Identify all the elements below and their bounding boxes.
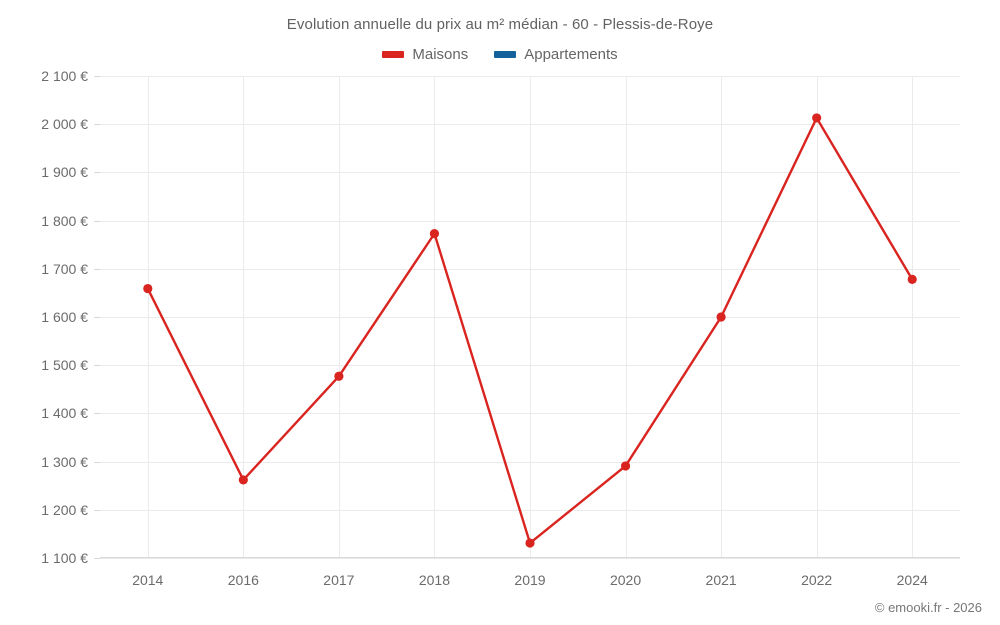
- y-axis-tick-label: 1 900 €: [41, 164, 88, 181]
- y-axis-tick-mark: [94, 365, 100, 367]
- data-point[interactable]: [429, 229, 440, 239]
- x-axis-tick-label: 2016: [227, 572, 259, 588]
- legend-swatch-maisons-icon: [382, 51, 405, 58]
- gridline-vertical: [338, 76, 340, 558]
- y-axis-tick-label: 1 100 €: [41, 550, 88, 566]
- data-point[interactable]: [812, 113, 822, 123]
- gridline-horizontal: [100, 558, 960, 559]
- series-lines: [143, 113, 917, 548]
- y-axis-tick-label: 1 200 €: [41, 501, 88, 518]
- gridline-vertical: [912, 76, 914, 558]
- gridline-vertical: [147, 76, 149, 558]
- y-axis-tick-label: 1 800 €: [41, 212, 88, 229]
- gridline-vertical: [816, 76, 818, 558]
- legend-item-appartements[interactable]: Appartements: [494, 46, 618, 63]
- y-axis-tick-mark: [94, 461, 100, 463]
- legend-item-maisons[interactable]: Maisons: [382, 46, 468, 63]
- y-axis-tick-mark: [94, 76, 100, 77]
- x-axis-tick-label: 2014: [132, 572, 164, 588]
- x-axis-tick-label: 2019: [514, 572, 546, 588]
- y-axis-tick-mark: [94, 172, 100, 174]
- data-point[interactable]: [907, 274, 917, 285]
- plot-area: [100, 76, 960, 559]
- legend-swatch-appartements-icon: [494, 51, 517, 58]
- legend-label-appartements: Appartements: [524, 46, 618, 63]
- chart-credit: © emooki.fr - 2026: [874, 600, 982, 615]
- x-axis-line: [100, 557, 960, 558]
- data-point[interactable]: [334, 371, 344, 381]
- y-axis-tick-mark: [94, 558, 100, 559]
- y-axis-tick-label: 1 600 €: [41, 309, 88, 325]
- x-axis-tick-label: 2022: [801, 572, 833, 588]
- y-axis-tick-mark: [94, 124, 100, 126]
- gridline-vertical: [530, 76, 531, 558]
- data-point[interactable]: [238, 475, 248, 485]
- y-axis-tick-label: 2 100 €: [41, 68, 88, 84]
- gridline-vertical: [625, 76, 627, 558]
- y-axis-tick-label: 1 700 €: [41, 260, 88, 277]
- y-axis-tick-label: 1 400 €: [41, 405, 88, 422]
- data-point[interactable]: [716, 312, 726, 322]
- y-axis-tick-label: 2 000 €: [41, 116, 88, 133]
- y-axis-tick-mark: [94, 413, 100, 415]
- x-axis-tick-label: 2021: [705, 572, 737, 588]
- x-axis-tick-label: 2020: [609, 572, 642, 588]
- y-axis-tick-mark: [94, 317, 100, 318]
- gridline-vertical: [434, 76, 436, 558]
- series-line-maisons: [146, 116, 914, 545]
- y-axis-tick-mark: [94, 268, 100, 270]
- x-axis-tick-label: 2018: [418, 572, 451, 588]
- x-axis-tick-label: 2017: [323, 572, 355, 588]
- chart-title: Evolution annuelle du prix au m² médian …: [286, 16, 714, 33]
- legend-label-maisons: Maisons: [412, 46, 469, 63]
- data-point[interactable]: [143, 283, 153, 294]
- y-axis-tick-mark: [94, 220, 100, 222]
- gridline-vertical: [243, 76, 245, 558]
- y-axis-tick-mark: [94, 509, 100, 511]
- y-axis-tick-label: 1 500 €: [41, 357, 88, 374]
- y-axis-tick-label: 1 300 €: [41, 453, 88, 470]
- chart-legend: Maisons Appartements: [0, 46, 1000, 63]
- x-axis-tick-label: 2024: [896, 572, 928, 588]
- data-point[interactable]: [620, 461, 631, 471]
- data-point[interactable]: [525, 538, 535, 548]
